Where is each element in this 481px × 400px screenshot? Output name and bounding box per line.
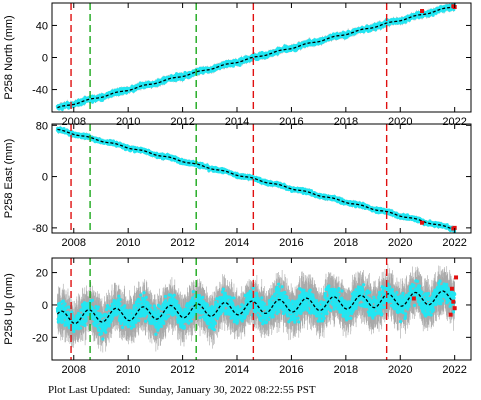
panel-1-plot-area (55, 3, 457, 112)
panel-1: 2008 2010 2012 2014 2016 2018 2020 2022-40040P2… (3, 2, 472, 128)
data-point (90, 100, 95, 104)
